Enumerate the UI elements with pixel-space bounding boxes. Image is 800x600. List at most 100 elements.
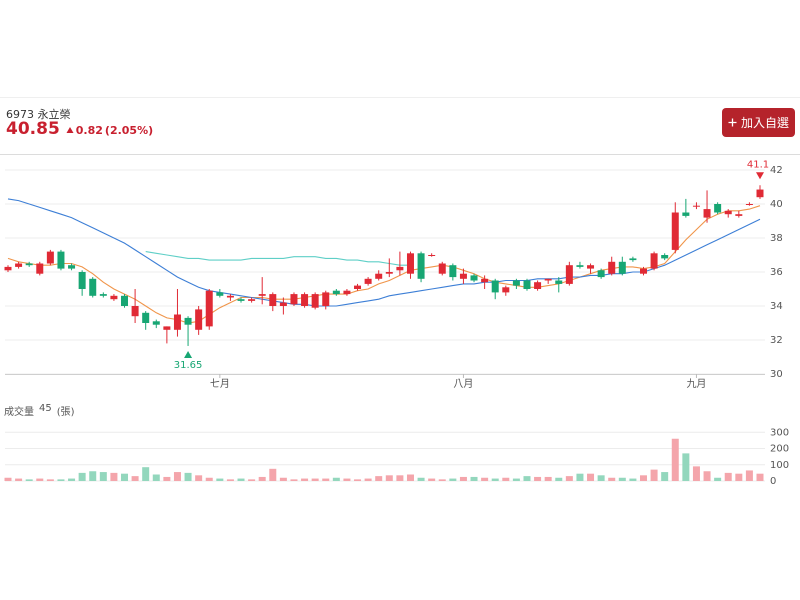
volume-bar <box>576 473 584 481</box>
candle-body <box>110 295 118 300</box>
volume-bar <box>555 477 563 481</box>
volume-bar <box>311 478 319 481</box>
candle-body <box>332 290 340 295</box>
candle-body <box>587 265 595 269</box>
candle-body <box>459 273 467 279</box>
volume-bar <box>692 466 700 481</box>
volume-bar <box>375 476 383 481</box>
y-tick-label: 42 <box>770 165 783 176</box>
moving-average-line <box>7 205 761 324</box>
candle-body <box>248 299 256 301</box>
volume-bar <box>237 478 245 481</box>
volume-bar <box>131 476 139 481</box>
volume-bar <box>756 473 764 481</box>
price-row: 40.85 0.82 (2.05%) <box>6 119 153 139</box>
volume-bar <box>216 478 224 481</box>
volume-bar <box>57 479 65 481</box>
y-tick-label: 40 <box>770 199 783 210</box>
y-tick-label: 38 <box>770 233 783 244</box>
volume-bar <box>173 472 181 481</box>
candle-body <box>703 209 711 218</box>
volume-bar <box>544 476 552 481</box>
x-tick-label: 九月 <box>686 378 706 390</box>
candle-body <box>428 255 436 256</box>
candle-body <box>650 253 658 269</box>
candle-body <box>555 280 563 284</box>
volume-bar <box>587 473 595 481</box>
candle-body <box>216 292 224 296</box>
volume-bar <box>364 478 372 481</box>
volume-unit: (張) <box>56 407 75 418</box>
volume-bar <box>68 478 76 481</box>
volume-bar <box>89 471 97 481</box>
volume-bar <box>46 479 54 481</box>
volume-bar <box>385 475 393 481</box>
y-tick-label: 36 <box>770 267 783 278</box>
candle-body <box>258 294 266 296</box>
min-marker <box>184 350 193 358</box>
candle-body <box>470 275 478 281</box>
volume-bar <box>597 475 605 481</box>
candle-body <box>184 317 192 325</box>
volume-bar <box>163 476 171 481</box>
volume-title: 成交量 45 (張) <box>4 403 75 418</box>
candle-body <box>237 299 245 301</box>
volume-bar <box>332 477 340 481</box>
candle-body <box>152 321 160 325</box>
volume-bar <box>290 479 298 481</box>
change: 0.82 (2.05%) <box>66 124 153 137</box>
volume-bar <box>226 479 234 481</box>
volume-bar <box>512 478 520 481</box>
volume-bar <box>152 474 160 481</box>
candle-body <box>682 212 690 216</box>
candle-body <box>36 263 44 274</box>
min-label: 31.65 <box>174 360 203 371</box>
volume-bar <box>682 453 690 481</box>
volume-bar <box>15 478 23 481</box>
volume-last: 45 <box>39 403 52 414</box>
volume-bar <box>99 472 107 481</box>
volume-bar <box>121 473 129 481</box>
candle-body <box>449 265 457 278</box>
volume-bar <box>279 477 287 481</box>
volume-bar <box>629 478 637 481</box>
candle-body <box>692 205 700 207</box>
volume-bar <box>205 477 213 481</box>
volume-bar <box>25 479 33 481</box>
y-tick-label: 34 <box>770 301 783 312</box>
candle-body <box>661 255 669 259</box>
candle-body <box>301 294 309 306</box>
candle-body <box>385 272 393 274</box>
price: 40.85 <box>6 119 60 139</box>
x-tick-label: 七月 <box>210 378 230 390</box>
candle-body <box>512 280 520 286</box>
candle-body <box>597 270 605 278</box>
volume-bar <box>661 472 669 481</box>
volume-bar <box>735 473 743 481</box>
button-label: 加入自選 <box>740 116 789 130</box>
x-tick-label: 八月 <box>453 378 473 390</box>
volume-bar <box>428 478 436 481</box>
candle-body <box>131 306 139 317</box>
add-watchlist-button[interactable]: 加入自選 <box>722 108 795 137</box>
candle-body <box>354 285 362 289</box>
volume-bar <box>396 475 404 481</box>
candle-body <box>25 263 33 266</box>
candle-body <box>481 278 489 283</box>
candle-body <box>279 302 287 306</box>
candle-body <box>57 251 65 269</box>
candle-body <box>735 214 743 216</box>
candle-body <box>364 278 372 284</box>
max-label: 41.1 <box>747 159 769 170</box>
volume-bar <box>438 479 446 481</box>
volume-bar <box>703 471 711 481</box>
candle-body <box>343 290 351 295</box>
candle-body <box>724 210 732 215</box>
volume-bar <box>78 472 86 481</box>
candle-body <box>142 312 150 323</box>
volume-bar <box>36 478 44 481</box>
volume-bar <box>724 472 732 481</box>
volume-bar <box>534 476 542 481</box>
volume-bar <box>269 468 277 481</box>
